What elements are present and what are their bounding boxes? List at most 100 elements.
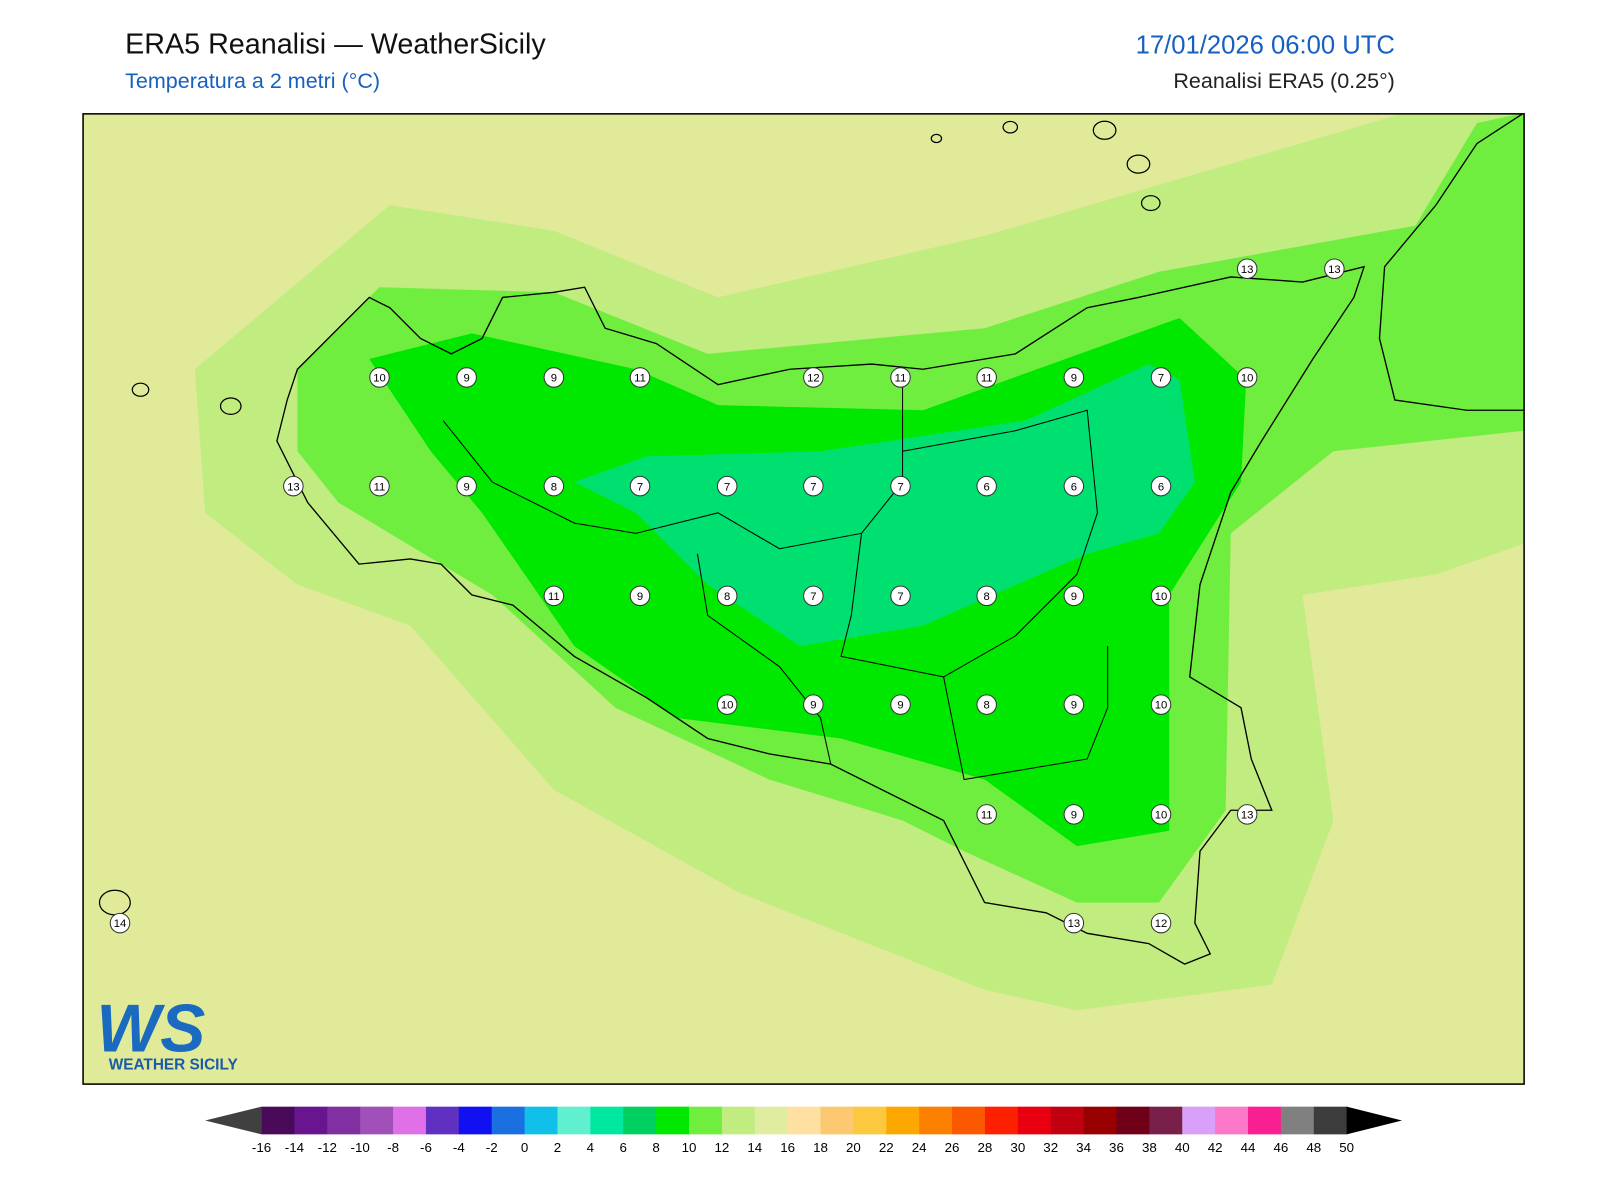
island xyxy=(930,133,943,144)
colorbar-tick-label: 24 xyxy=(912,1140,927,1155)
colorbar-tick-label: 44 xyxy=(1241,1140,1256,1155)
colorbar-tick-label: -14 xyxy=(285,1140,305,1155)
station-marker xyxy=(543,367,565,388)
colorbar-swatch xyxy=(721,1106,756,1135)
colorbar-tick-label: 14 xyxy=(747,1140,762,1155)
station-marker xyxy=(109,912,131,934)
colorbar-swatch xyxy=(787,1106,822,1135)
station-marker xyxy=(629,475,651,497)
colorbar-swatch xyxy=(1116,1106,1150,1135)
colorbar-tick-label: -10 xyxy=(351,1140,370,1155)
logo-name: WEATHER SICILY xyxy=(109,1057,238,1074)
station-marker xyxy=(976,804,997,825)
colorbar-tick-label: 2 xyxy=(554,1140,561,1155)
colorbar-tick-label: 34 xyxy=(1076,1140,1091,1155)
station-value: 7 xyxy=(810,591,816,603)
station-value: 13 xyxy=(287,481,300,493)
station-marker xyxy=(890,585,911,607)
station-value: 13 xyxy=(1241,809,1254,821)
station-value: 10 xyxy=(1155,591,1168,603)
station-value: 9 xyxy=(1071,700,1077,712)
station-marker xyxy=(1150,367,1172,388)
colorbar-tick-label: 22 xyxy=(879,1140,894,1155)
colorbar-swatch xyxy=(1017,1106,1052,1135)
station-value: 10 xyxy=(1155,809,1168,821)
colorbar-swatch xyxy=(360,1106,394,1135)
station-marker xyxy=(716,694,738,715)
colorbar-tick-label: 8 xyxy=(652,1140,659,1155)
station-marker xyxy=(369,367,390,388)
colorbar-swatch xyxy=(656,1106,690,1135)
station-marker xyxy=(1150,694,1172,715)
station-marker xyxy=(1063,912,1085,934)
station-marker xyxy=(1324,258,1345,279)
colorbar-swatch xyxy=(984,1106,1019,1135)
station-value: 10 xyxy=(1155,700,1168,712)
colorbar-tick-label: 12 xyxy=(714,1140,729,1155)
station-value: 13 xyxy=(1328,264,1341,276)
station-value: 9 xyxy=(464,373,470,385)
colorbar-over xyxy=(1346,1106,1403,1135)
datetime: 17/01/2026 06:00 UTC xyxy=(1136,31,1395,59)
station-marker xyxy=(890,694,911,715)
colorbar-tick-label: 28 xyxy=(978,1140,993,1155)
station-marker xyxy=(1236,804,1258,825)
island xyxy=(1092,120,1117,140)
station-marker xyxy=(803,585,824,607)
colorbar-tick-label: 16 xyxy=(780,1140,795,1155)
colorbar-tick-label: 50 xyxy=(1339,1140,1354,1155)
station-value: 11 xyxy=(634,373,646,385)
colorbar-tick-label: 4 xyxy=(587,1140,595,1155)
colorbar-tick-label: 30 xyxy=(1010,1140,1025,1155)
colorbar-swatch xyxy=(1182,1106,1216,1135)
colorbar-swatch xyxy=(919,1106,953,1135)
colorbar-tick-label: 18 xyxy=(813,1140,828,1155)
station-marker xyxy=(1150,475,1172,497)
colorbar-tick-label: 0 xyxy=(521,1140,528,1155)
logo: WS WEATHER SICILY xyxy=(96,991,237,1073)
island xyxy=(1002,120,1019,134)
source: Reanalisi ERA5 (0.25°) xyxy=(1173,69,1394,93)
province-borders xyxy=(442,369,1109,781)
colorbar-swatch xyxy=(1149,1106,1183,1135)
colorbar-tick-label: -6 xyxy=(420,1140,432,1155)
station-marker xyxy=(1236,367,1258,388)
station-marker xyxy=(543,475,565,497)
colorbar-tick-label: 10 xyxy=(682,1140,697,1155)
station-value: 11 xyxy=(981,809,993,821)
colorbar-swatch xyxy=(393,1106,427,1135)
colorbar-under xyxy=(205,1106,262,1135)
station-marker xyxy=(976,585,997,607)
station-marker xyxy=(1063,585,1085,607)
colorbar-swatch xyxy=(557,1106,591,1135)
station-marker xyxy=(716,585,738,607)
colorbar-swatch xyxy=(524,1106,558,1135)
station-value: 10 xyxy=(721,700,734,712)
colorbar-tick-label: 20 xyxy=(846,1140,861,1155)
colorbar-swatch xyxy=(886,1106,920,1135)
station-marker xyxy=(1150,585,1172,607)
island xyxy=(219,397,242,415)
colorbar-swatch xyxy=(1083,1106,1117,1135)
station-marker xyxy=(1150,804,1172,825)
colorbar-tick-label: 38 xyxy=(1142,1140,1157,1155)
station-value: 8 xyxy=(984,591,990,603)
colorbar-tick-label: 46 xyxy=(1273,1140,1288,1155)
station-marker xyxy=(1063,367,1085,388)
station-marker xyxy=(1063,804,1085,825)
station-value: 12 xyxy=(807,373,820,385)
colorbar-swatch xyxy=(425,1106,460,1135)
station-marker xyxy=(283,475,304,497)
station-value: 7 xyxy=(637,481,643,493)
coastline xyxy=(1378,113,1525,411)
station-value: 7 xyxy=(897,591,903,603)
station-marker xyxy=(976,694,997,715)
station-value: 6 xyxy=(984,481,990,493)
station-marker xyxy=(1063,475,1085,497)
colorbar-swatch xyxy=(458,1106,493,1135)
station-marker xyxy=(976,475,997,497)
station-marker xyxy=(369,475,390,497)
station-value: 9 xyxy=(464,481,470,493)
map: 10 9 9 11 12 11 11 9 7 10 13 13 13 11 9 8 7 7 7 7 6 6 6 11 9 8 7 7 8… xyxy=(83,113,1525,1085)
